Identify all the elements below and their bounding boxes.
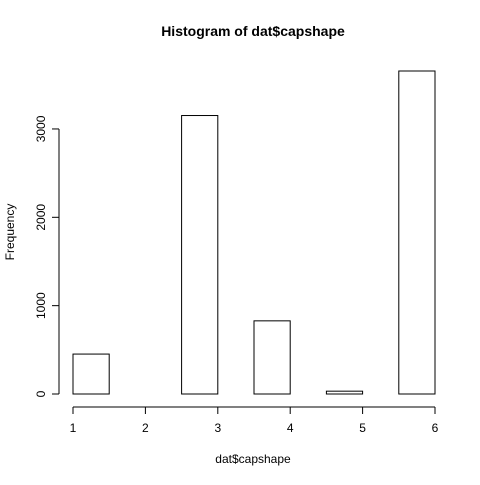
x-axis-label: dat$capshape: [215, 452, 291, 466]
y-tick-label-1: 0: [34, 390, 48, 397]
histogram-bar-6: [253, 320, 291, 395]
x-tick-label-1: 1: [70, 421, 77, 435]
y-axis: 0 1000 2000 3000: [34, 115, 60, 397]
histogram-bar-1: [72, 353, 110, 395]
y-axis-label: Frequency: [3, 204, 17, 261]
y-tick-label-4: 3000: [34, 115, 48, 142]
histogram-bar-4: [181, 115, 219, 395]
x-tick-label-5: 5: [359, 421, 366, 435]
x-tick-label-4: 4: [287, 421, 294, 435]
chart-title: Histogram of dat$capshape: [161, 23, 345, 39]
y-tick-label-3: 2000: [34, 204, 48, 231]
x-tick-label-2: 2: [142, 421, 149, 435]
histogram-bar-8: [325, 390, 364, 395]
histogram-bars: [72, 70, 436, 395]
histogram-bar-10: [398, 70, 436, 395]
y-tick-label-2: 1000: [34, 292, 48, 319]
x-tick-label-6: 6: [432, 421, 439, 435]
x-tick-label-3: 3: [214, 421, 221, 435]
x-axis: 1 2 3 4 5 6: [70, 406, 439, 435]
